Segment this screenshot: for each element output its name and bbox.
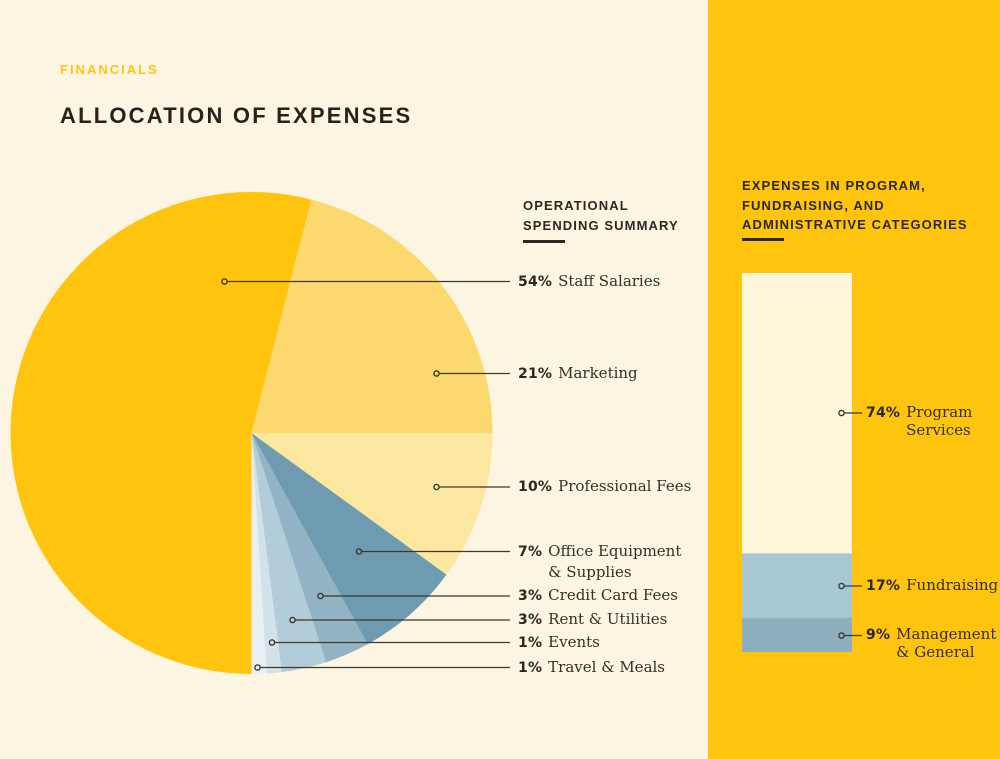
callout-pct: 1%: [518, 634, 543, 651]
callout-label-credit-card-fees: 3% Credit Card Fees: [518, 585, 678, 606]
callout-name: Fundraising: [906, 575, 999, 594]
bar-heading-rule: [742, 238, 784, 241]
callout-name-line-2: & General: [896, 643, 975, 661]
leader-dot-marketing: [433, 370, 440, 377]
pie-chart-heading: OPERATIONAL SPENDING SUMMARY: [523, 196, 679, 235]
leader-dot-professional-fees: [433, 483, 440, 491]
callout-name-line-2: Services: [906, 420, 971, 439]
leader-dot-events: [268, 639, 276, 646]
callout-name: Professional Fees: [558, 477, 692, 495]
bar-heading-line-3: ADMINISTRATIVE CATEGORIES: [742, 217, 968, 232]
callout-name: Marketing: [558, 363, 638, 382]
callout-name: Program: [906, 402, 973, 421]
bar-segment-fundraising: [742, 553, 852, 618]
callout-label-travel-meals: 1% Travel & Meals: [518, 657, 665, 678]
page-title: ALLOCATION OF EXPENSES: [60, 103, 413, 128]
pie-heading-line-2: SPENDING SUMMARY: [523, 217, 679, 233]
pie-slice-office-equipment: [251, 433, 447, 645]
leader-dot-management: [838, 632, 845, 639]
callout-pct: 21%: [518, 365, 553, 382]
bar-chart-heading: EXPENSES IN PROGRAM, FUNDRAISING, AND AD…: [742, 176, 968, 235]
callout-pct: 7%: [518, 543, 543, 560]
pie-heading-line-1: OPERATIONAL: [523, 198, 629, 213]
callout-label-fundraising: 17% Fundraising: [866, 575, 999, 595]
callout-name-line-2: & Supplies: [548, 562, 632, 581]
bar-heading-line-2: FUNDRAISING, AND: [742, 197, 885, 213]
callout-name: Management: [896, 625, 997, 643]
callout-label-office-equipment: 7%Office Equipment7%& Supplies: [518, 541, 681, 583]
pie-slice-professional-fees: [251, 433, 493, 575]
leader-dot-credit-card-fees: [317, 592, 324, 600]
callout-label-professional-fees: 10% Professional Fees: [518, 476, 691, 497]
pie-slice-rent-utilities: [251, 433, 326, 673]
leader-dot-program: [838, 409, 845, 417]
leader-dot-staff-salaries: [221, 278, 228, 285]
bar-heading-line-1: EXPENSES IN PROGRAM,: [742, 178, 926, 193]
callout-pct: 9%: [866, 627, 891, 643]
callout-pct: 1%: [518, 659, 543, 676]
callout-pct: 17%: [866, 577, 901, 594]
callout-pct: 10%: [518, 479, 553, 495]
leader-dot-fundraising: [838, 582, 845, 590]
callout-name: Events: [548, 632, 600, 651]
pie-slice-marketing: [251, 199, 493, 433]
callout-label-management: 9%Management9%& General: [866, 626, 996, 662]
leader-dot-travel-meals: [254, 664, 261, 671]
pie-slice-staff-salaries: [10, 192, 312, 674]
callout-label-marketing: 21% Marketing: [518, 363, 638, 384]
callout-pct: 3%: [518, 612, 543, 628]
callout-label-rent-utilities: 3% Rent & Utilities: [518, 609, 667, 630]
callout-label-events: 1% Events: [518, 632, 600, 653]
callout-name: Rent & Utilities: [548, 610, 668, 628]
callout-label-staff-salaries: 54% Staff Salaries: [518, 271, 660, 292]
leader-dot-office-equipment: [355, 548, 363, 555]
bar-segment-management: [742, 617, 852, 652]
callout-pct: 54%: [518, 273, 553, 290]
callout-name: Travel & Meals: [548, 657, 666, 676]
callout-pct: 74%: [866, 404, 901, 421]
pie-heading-rule: [523, 240, 565, 243]
pie-slice-credit-card-fees: [251, 433, 368, 663]
pie-slice-travel-meals: [251, 433, 267, 674]
callout-name: Staff Salaries: [558, 271, 661, 290]
bar-segment-program: [742, 273, 852, 554]
callout-pct: 3%: [518, 588, 543, 604]
pie-slice-events: [251, 433, 282, 674]
leader-dot-rent-utilities: [289, 616, 296, 624]
callout-label-program: 74%Program74%Services: [866, 402, 973, 440]
callout-name: Credit Card Fees: [548, 586, 678, 604]
section-eyebrow: FINANCIALS: [60, 62, 159, 77]
callout-name: Office Equipment: [548, 541, 682, 560]
